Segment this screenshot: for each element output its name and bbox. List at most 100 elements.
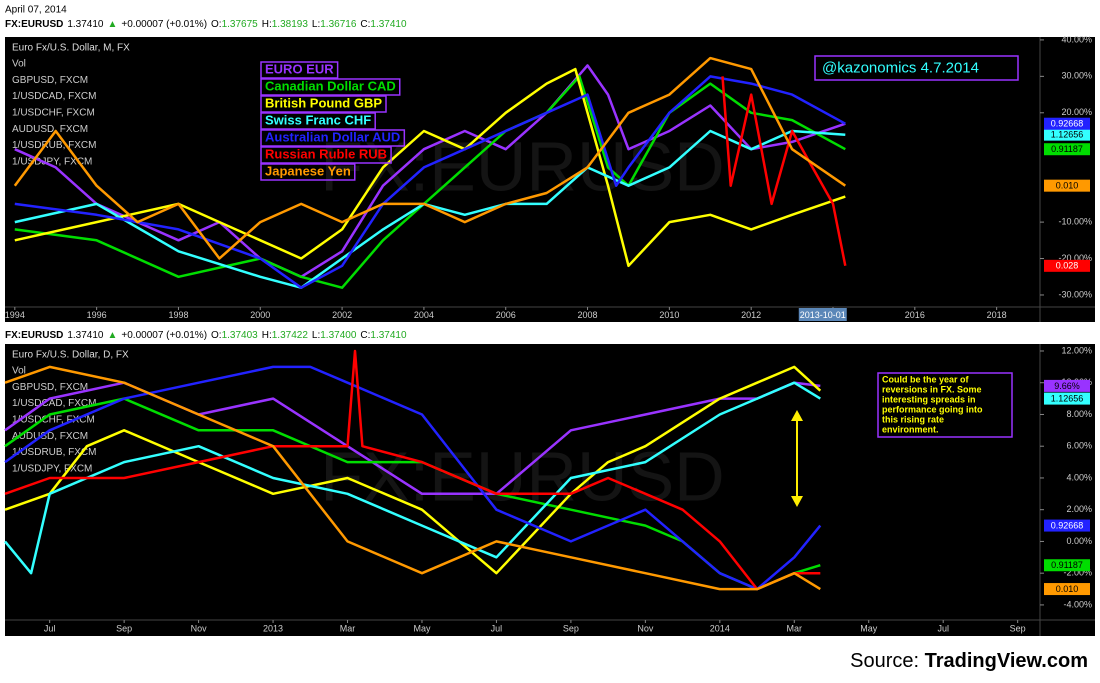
x-tick-label: Jul xyxy=(44,623,56,633)
quote: FX:EURUSD 1.37410 ▲ +0.00007 (+0.01%) O: 1.37… xyxy=(5,19,407,30)
quote-part: 1.37410 xyxy=(370,19,407,30)
x-tick-label: Sep xyxy=(563,623,579,633)
crosshair-label: 2013-10-01 xyxy=(800,310,846,320)
symbol: AUDUSD, FXCM xyxy=(12,124,88,135)
symbol: 1/USDJPY, FXCM xyxy=(12,156,92,167)
legend-entry: British Pound GBP xyxy=(265,95,382,110)
series-line xyxy=(721,76,847,267)
quote-part: 1.36716 xyxy=(320,19,357,30)
quote-part: FX:EURUSD xyxy=(5,330,63,341)
legend-entry: EURO EUR xyxy=(265,61,334,76)
source-site: TradingView.com xyxy=(925,650,1088,672)
y-tick-label: -2.00% xyxy=(1063,568,1092,578)
price-tag-box xyxy=(1044,559,1090,572)
quote-part: H: xyxy=(262,19,272,30)
price-tag: 0.010 xyxy=(1056,181,1079,191)
y-tick-label: -20.00% xyxy=(1058,253,1092,263)
y-tick-label: -4.00% xyxy=(1063,599,1092,609)
price-tag-box xyxy=(1044,143,1090,156)
quote: FX:EURUSD 1.37410 ▲ +0.00007 (+0.01%) O:1.37… xyxy=(5,330,407,341)
annotation: environment. xyxy=(882,424,939,434)
date: April 07, 2014 xyxy=(5,5,67,16)
x-tick-label: 2013 xyxy=(263,623,283,633)
x-tick-label: 2006 xyxy=(496,310,516,320)
x-tick-label: 1994 xyxy=(5,310,25,320)
x-tick-label: 2008 xyxy=(578,310,598,320)
quote-part: L: xyxy=(312,330,320,341)
quote-part: L: xyxy=(312,19,320,30)
quote-part: +0.00007 (+0.01%) xyxy=(121,330,207,341)
watermark: FX:EURUSD xyxy=(320,437,724,515)
x-tick-label: 2012 xyxy=(741,310,761,320)
crosshair-label-box xyxy=(798,308,847,321)
quote-part: FX:EURUSD xyxy=(5,19,63,30)
annotation: @kazonomics 4.7.2014 xyxy=(822,59,979,76)
legend-entry: Russian Ruble RUB xyxy=(265,146,387,161)
x-tick-label: Sep xyxy=(116,623,132,633)
x-tick-label: 2018 xyxy=(987,310,1007,320)
source-prefix: Source: xyxy=(850,650,919,672)
series-line xyxy=(4,381,821,575)
quote-part: 1.38193 xyxy=(272,19,309,30)
legend-entry: Canadian Dollar CAD xyxy=(265,78,396,93)
x-tick-label: Sep xyxy=(1010,623,1026,633)
quote-part: 1.37410 xyxy=(67,19,104,30)
quote-part: 1.37400 xyxy=(320,330,357,341)
price-tag-box xyxy=(1044,117,1090,130)
arrow-head xyxy=(791,410,803,507)
subtitle: Euro Fx/U.S. Dollar, D, FX xyxy=(12,350,129,361)
price-tag: 0.028 xyxy=(1056,261,1079,271)
quote-part: 1.37410 xyxy=(370,330,407,341)
y-tick-label: 2.00% xyxy=(1066,504,1092,514)
price-tag-box xyxy=(1044,392,1090,405)
y-tick-label: 40.00% xyxy=(1061,34,1092,44)
series-line xyxy=(14,129,846,289)
x-tick-label: 2010 xyxy=(659,310,679,320)
symbol: 1/USDRUB, FXCM xyxy=(12,447,96,458)
legend-box xyxy=(260,61,339,79)
symbol: 1/USDJPY, FXCM xyxy=(12,463,92,474)
price-tag: 0.010 xyxy=(1056,584,1079,594)
x-tick-label: 1996 xyxy=(87,310,107,320)
y-tick-label: 20.00% xyxy=(1061,107,1092,117)
quote-part: ▲ xyxy=(108,330,118,341)
x-tick-label: 1998 xyxy=(168,310,188,320)
series-line xyxy=(14,75,846,289)
annotation: this rising rate xyxy=(882,414,944,424)
annotation: interesting spreads in xyxy=(882,394,976,404)
quote-part: 1.37403 xyxy=(222,330,259,341)
y-tick-label: 0.00% xyxy=(1066,536,1092,546)
quote-part: 1.37410 xyxy=(67,330,104,341)
x-tick-label: Jul xyxy=(491,623,503,633)
series-line xyxy=(14,67,846,268)
watermark: FX:EURUSD xyxy=(320,127,724,205)
price-tag: 0.92668 xyxy=(1051,520,1084,530)
x-tick-label: Nov xyxy=(637,623,654,633)
price-tag: 9.66% xyxy=(1054,381,1080,391)
quote-part: ▲ xyxy=(108,19,118,30)
symbol: 1/USDCAD, FXCM xyxy=(12,91,96,102)
y-tick-label: 6.00% xyxy=(1066,441,1092,451)
quote-part: +0.00007 (+0.01%) xyxy=(121,19,207,30)
x-tick-label: 2014 xyxy=(710,623,730,633)
y-tick-label: 8.00% xyxy=(1066,409,1092,419)
price-tag: 0.91187 xyxy=(1051,560,1083,570)
x-tick-label: 2002 xyxy=(332,310,352,320)
y-tick-label: 4.00% xyxy=(1066,472,1092,482)
annotation-box xyxy=(814,55,1019,81)
symbol: 1/USDCHF, FXCM xyxy=(12,415,95,426)
symbol: Vol xyxy=(12,59,26,70)
annotation: Could be the year of xyxy=(882,374,970,384)
quote-part: O: xyxy=(211,19,222,30)
annotation: reversions in FX. Some xyxy=(882,384,982,394)
x-tick-label: Nov xyxy=(191,623,208,633)
symbol: 1/USDRUB, FXCM xyxy=(12,140,96,151)
symbol: 1/USDCHF, FXCM xyxy=(12,108,95,119)
quote-part: O: xyxy=(211,330,222,341)
x-tick-label: May xyxy=(860,623,878,633)
x-tick-label: May xyxy=(413,623,431,633)
legend-box xyxy=(260,146,392,164)
symbol: GBPUSD, FXCM xyxy=(12,75,88,86)
x-tick-label: 2000 xyxy=(250,310,270,320)
